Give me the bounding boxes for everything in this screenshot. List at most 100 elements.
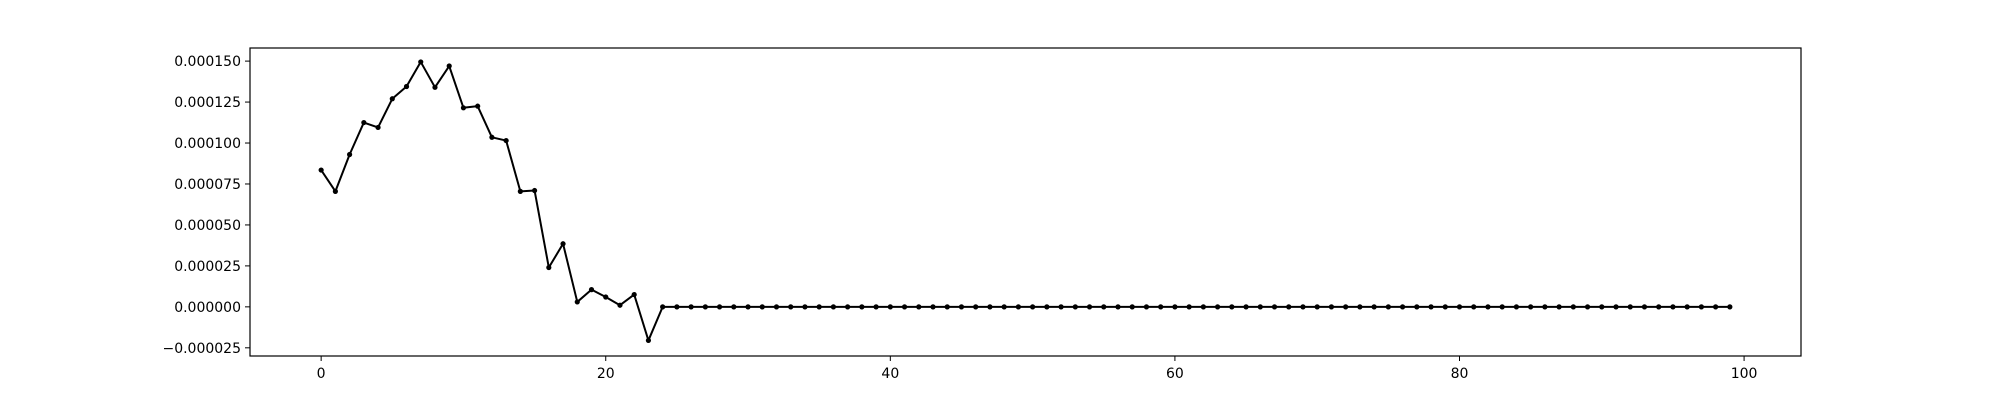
data-point [1343,304,1349,310]
data-point [745,304,751,310]
data-point [1186,304,1192,310]
data-point [1143,304,1150,310]
x-tick-label: 20 [597,366,615,382]
data-point [1428,304,1434,310]
data-point [1485,304,1491,310]
data-point [1684,304,1690,310]
data-point [1641,304,1648,310]
data-point [531,187,538,194]
data-point [1713,304,1719,310]
data-point [1129,304,1135,310]
y-tick-label: 0.000000 [174,300,241,316]
data-point [1442,304,1448,310]
data-point [944,304,950,310]
data-point [560,241,566,247]
data-point [1300,304,1306,310]
data-point [503,137,509,144]
data-point [773,304,780,310]
data-point [802,304,808,310]
data-point [1200,304,1206,310]
data-point [1513,304,1520,310]
data-point [1584,304,1591,310]
data-point [845,304,851,310]
data-point [1371,304,1377,310]
data-point [617,302,623,308]
data-point [1015,304,1021,310]
data-point [1627,304,1633,310]
data-point [318,167,324,173]
data-point [517,188,523,194]
data-point [375,124,381,131]
data-point [1613,304,1619,310]
x-tick-label: 40 [881,366,899,382]
data-point [1727,304,1733,310]
y-tick-label: 0.000025 [174,259,241,275]
data-point [418,59,424,65]
data-point [788,304,794,310]
data-point [873,304,879,310]
data-point [1086,304,1093,310]
y-tick-label: 0.000125 [174,95,241,111]
data-point [1528,304,1534,310]
data-point [603,294,609,300]
data-point [645,337,652,344]
y-tick-label: 0.000150 [174,54,241,70]
data-point [446,63,452,69]
data-point [1414,304,1420,310]
data-point [460,105,467,111]
data-point [389,96,395,102]
data-point [987,304,993,310]
axes-frame [249,47,1802,357]
data-point [574,299,580,305]
data-point [1257,304,1263,310]
y-tick-label: 0.000100 [174,136,241,152]
x-tick-label: 100 [1731,366,1758,382]
data-point [332,188,338,194]
data-point [887,304,893,310]
data-point [830,304,837,310]
data-point [930,304,936,310]
series-line [320,60,1730,342]
data-point [1656,304,1662,310]
data-point [958,304,965,310]
data-point [1328,304,1335,310]
data-point [901,304,908,310]
data-point [1158,304,1164,310]
data-point [759,304,765,310]
data-point [716,304,723,310]
data-point [1172,304,1178,310]
data-point [731,304,737,310]
x-tick-label: 80 [1451,366,1469,382]
data-point [432,84,438,90]
data-point [1399,304,1406,310]
y-tick-label: 0.000075 [174,177,241,193]
data-point [1542,304,1548,310]
data-point [674,304,680,310]
data-point [702,304,708,310]
data-point [1030,304,1036,310]
data-point [347,151,353,158]
data-point [1385,304,1391,310]
data-point [1101,304,1107,310]
data-point [1471,304,1477,310]
data-point [1058,304,1064,310]
x-axis: 0 20 40 60 80 100 [317,356,1758,382]
data-point [1271,304,1278,310]
data-point [1229,304,1235,310]
data-point [361,119,367,126]
data-point [489,134,495,140]
data-point [1556,304,1562,310]
data-point [1214,304,1221,310]
data-point [916,304,922,310]
data-point [1357,304,1363,310]
data-point [1314,304,1320,310]
x-tick-label: 60 [1166,366,1184,382]
plot-area [318,59,1733,344]
data-point [1698,304,1704,310]
data-point [1001,304,1007,310]
data-point [1286,304,1292,310]
data-point [973,304,979,310]
data-point [1499,304,1505,310]
data-point [546,264,552,271]
